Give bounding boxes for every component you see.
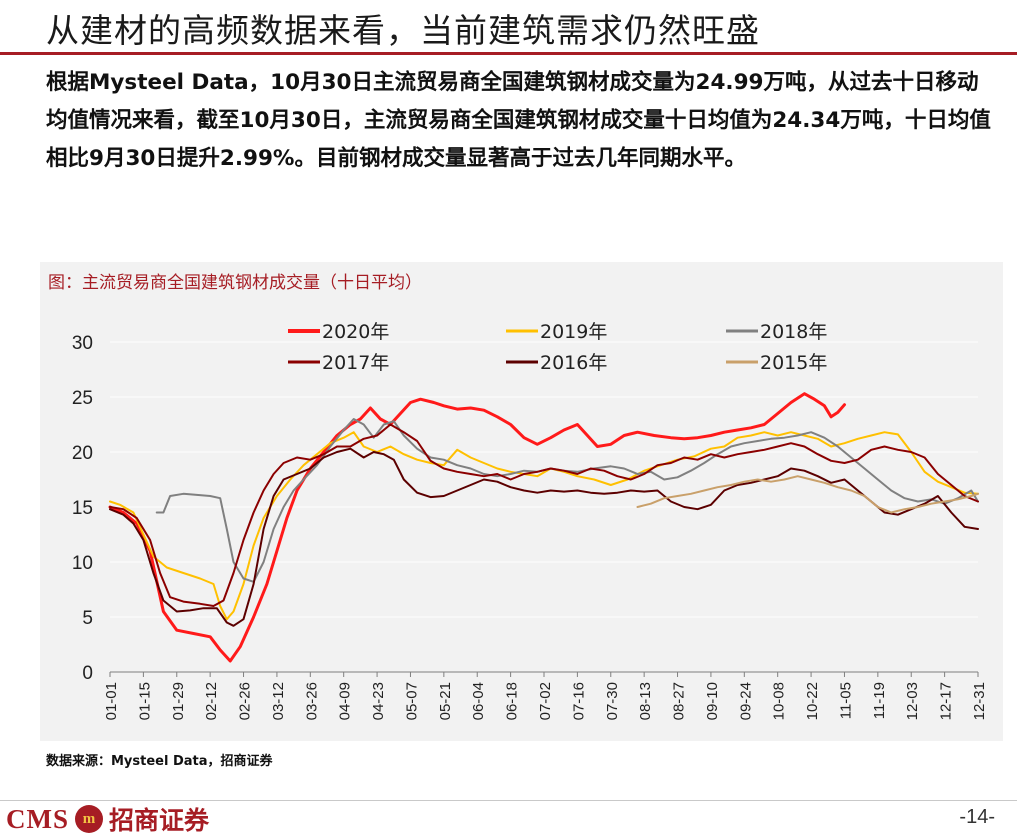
source-note: 数据来源：Mysteel Data，招商证券 [46, 754, 273, 769]
chart-title: 图：主流贸易商全国建筑钢材成交量（十日平均） [48, 273, 422, 293]
x-tick-label: 08-13 [637, 682, 654, 720]
x-tick-label: 09-24 [737, 682, 754, 720]
x-tick-label: 07-16 [570, 682, 587, 720]
series-line [109, 431, 979, 621]
series-line [108, 392, 846, 663]
slide-title: 从建材的高频数据来看，当前建筑需求仍然旺盛 [46, 11, 760, 50]
legend-label: 2019年 [540, 321, 607, 343]
series-group [108, 392, 979, 663]
y-tick-label: 20 [72, 443, 93, 464]
y-axis-ticks: 0 5 10 15 20 25 30 [72, 333, 93, 684]
body-paragraph: 根据Mysteel Data，10月30日主流贸易商全国建筑钢材成交量为24.9… [46, 70, 991, 171]
x-tick-label: 02-26 [237, 682, 254, 720]
footer-divider [0, 800, 1017, 801]
series-line [636, 475, 979, 514]
x-tick-label: 09-10 [704, 682, 721, 720]
x-tick-label: 01-15 [136, 682, 153, 720]
x-tick-label: 06-04 [470, 682, 487, 720]
x-tick-label: 10-08 [771, 682, 788, 720]
logo-cn-text: 招商证券 [109, 806, 210, 835]
x-tick-label: 10-22 [804, 682, 821, 720]
x-tick-label: 01-29 [170, 682, 187, 720]
x-tick-label: 05-21 [437, 682, 454, 720]
logo-text: CMS [6, 803, 69, 834]
y-tick-label: 30 [72, 333, 93, 354]
y-tick-label: 10 [72, 553, 93, 574]
legend-label: 2020年 [322, 321, 389, 343]
y-tick-label: 15 [72, 498, 93, 519]
x-tick-label: 11-05 [837, 682, 854, 719]
x-tick-label: 12-31 [971, 682, 988, 720]
x-tick-label: 12-03 [904, 682, 921, 720]
legend-label: 2018年 [760, 321, 827, 343]
x-tick-label: 04-09 [337, 682, 354, 720]
y-tick-label: 0 [82, 663, 93, 684]
legend: 2020年 2019年 2018年 2017年 2016年 2015年 [288, 321, 827, 374]
x-tick-label: 07-30 [604, 682, 621, 720]
series-line [109, 423, 979, 607]
title-divider [0, 52, 1017, 55]
x-tick-label: 02-12 [203, 682, 220, 720]
x-tick-label: 06-18 [504, 682, 521, 720]
x-tick-label: 03-12 [270, 682, 287, 720]
x-tick-label: 01-01 [103, 682, 120, 720]
legend-label: 2015年 [760, 352, 827, 374]
x-axis-ticks: 01-01 01-15 01-29 02-12 02-26 03-12 03-26 04-09… [103, 672, 988, 720]
x-tick-label: 07-02 [537, 682, 554, 720]
x-tick-label: 08-27 [671, 682, 688, 720]
legend-label: 2016年 [540, 352, 607, 374]
x-tick-label: 03-26 [303, 682, 320, 720]
y-tick-label: 25 [72, 388, 93, 409]
x-tick-label: 05-07 [403, 682, 420, 720]
series-line [109, 447, 979, 627]
company-logo: CMS m 招商证券 [6, 802, 209, 836]
series-line [155, 418, 979, 583]
logo-emblem-icon: m [75, 805, 103, 833]
x-tick-label: 12-17 [938, 682, 955, 720]
page-number: -14- [959, 806, 995, 828]
legend-label: 2017年 [322, 352, 389, 374]
y-tick-label: 5 [82, 608, 93, 629]
x-tick-label: 11-19 [871, 682, 888, 719]
x-tick-label: 04-23 [370, 682, 387, 720]
